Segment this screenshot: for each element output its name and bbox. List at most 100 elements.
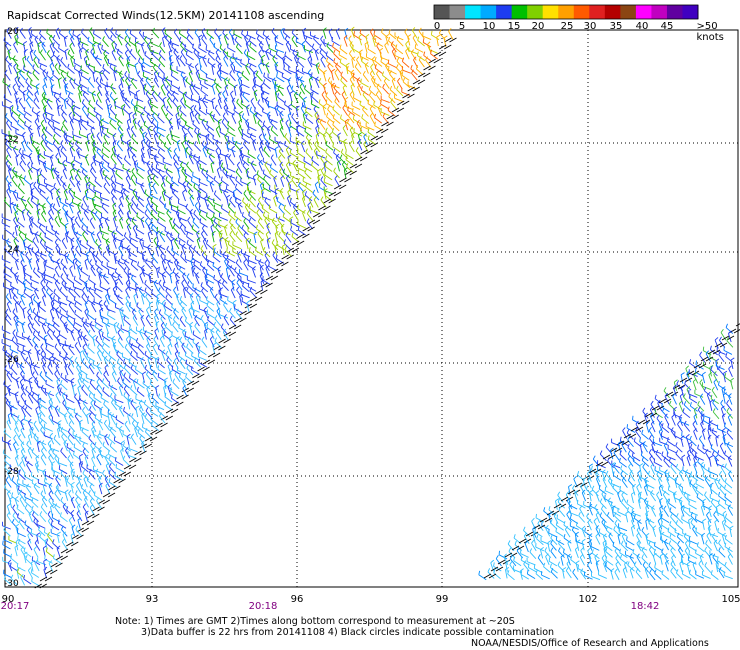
wind-barb <box>345 153 354 160</box>
wind-barb <box>276 76 285 83</box>
wind-barb <box>389 85 393 90</box>
wind-barb <box>352 111 361 117</box>
wind-barb <box>198 58 202 68</box>
wind-barb <box>305 182 308 188</box>
wind-barb <box>283 242 291 250</box>
wind-barb <box>165 179 174 187</box>
wind-barb <box>163 194 172 200</box>
wind-barb <box>17 186 25 195</box>
wind-barb <box>172 321 175 326</box>
wind-barb <box>146 115 153 124</box>
wind-barb <box>250 97 254 102</box>
wind-barb <box>162 35 167 39</box>
wind-barb <box>140 115 146 124</box>
wind-barb <box>69 265 73 269</box>
wind-barb <box>110 416 116 425</box>
wind-barb <box>314 111 318 116</box>
wind-barb <box>13 203 17 208</box>
wind-barb <box>236 164 243 174</box>
wind-barb <box>110 156 117 165</box>
wind-barb <box>101 343 105 348</box>
wind-barb <box>135 365 137 370</box>
wind-barb <box>233 33 242 39</box>
wind-barb <box>211 85 216 95</box>
wind-barb <box>167 343 172 347</box>
wind-barb <box>282 55 287 59</box>
wind-barb <box>246 104 250 108</box>
wind-barb <box>321 94 328 103</box>
wind-barb <box>173 28 177 33</box>
wind-barb <box>150 206 158 215</box>
wind-barb <box>12 192 18 202</box>
wind-barb <box>250 160 254 165</box>
wind-barb <box>188 65 193 75</box>
wind-barb <box>12 83 16 88</box>
wind-barb <box>216 72 222 81</box>
wind-barb <box>331 36 334 42</box>
wind-barb <box>64 97 68 101</box>
wind-barb <box>222 93 228 102</box>
wind-barb <box>371 75 375 80</box>
wind-barb <box>198 37 202 47</box>
wind-barb <box>165 350 169 355</box>
wind-barb <box>166 209 170 214</box>
wind-barb <box>45 229 54 236</box>
wind-barb <box>5 154 9 159</box>
wind-barb <box>74 356 78 361</box>
wind-barb <box>218 229 223 234</box>
wind-barb <box>31 140 35 145</box>
wind-barb <box>52 143 60 151</box>
wind-barb <box>176 55 180 59</box>
wind-barb <box>64 213 69 223</box>
wind-barb <box>139 126 143 130</box>
wind-barb <box>146 163 152 172</box>
wind-barb <box>31 221 39 228</box>
wind-barb <box>322 132 327 136</box>
wind-barb <box>264 164 271 173</box>
wind-barb <box>156 269 159 279</box>
wind-barb <box>141 138 146 142</box>
wind-barb <box>359 49 363 53</box>
wind-barb <box>270 163 272 168</box>
wind-barb <box>75 140 78 145</box>
wind-barb <box>227 124 235 132</box>
wind-barb <box>64 188 68 192</box>
wind-barb <box>53 167 57 172</box>
wind-barb <box>402 61 410 68</box>
wind-barb <box>295 140 300 144</box>
wind-barb <box>97 349 101 354</box>
wind-barb <box>12 55 16 60</box>
wind-barb <box>181 140 186 144</box>
wind-barb <box>35 85 39 95</box>
wind-barb <box>217 152 222 157</box>
wind-barb <box>215 128 221 138</box>
wind-barb <box>352 72 355 77</box>
wind-barb <box>389 70 392 75</box>
wind-barb <box>46 49 50 54</box>
wind-barb <box>154 308 158 312</box>
wind-barb <box>37 159 47 165</box>
wind-barb <box>173 357 178 362</box>
wind-barb <box>307 72 314 81</box>
contamination-mark <box>438 51 447 57</box>
wind-barb <box>256 173 265 181</box>
wind-barb <box>81 108 88 117</box>
wind-barb <box>352 44 354 49</box>
wind-barb <box>88 279 97 285</box>
wind-barb <box>42 72 48 81</box>
wind-barb <box>169 196 173 200</box>
wind-barb <box>260 241 264 251</box>
wind-barb <box>83 55 88 59</box>
wind-barb <box>273 178 278 188</box>
wind-barb <box>391 77 396 81</box>
wind-barb <box>88 392 91 397</box>
wind-barb <box>152 115 159 124</box>
wind-barb <box>102 255 110 263</box>
wind-barb <box>80 119 83 124</box>
wind-barb <box>293 209 297 213</box>
wind-barb <box>39 49 43 54</box>
wind-barb <box>332 142 335 147</box>
wind-barb <box>376 73 382 82</box>
wind-barb <box>353 118 362 125</box>
wind-barb <box>38 305 46 313</box>
